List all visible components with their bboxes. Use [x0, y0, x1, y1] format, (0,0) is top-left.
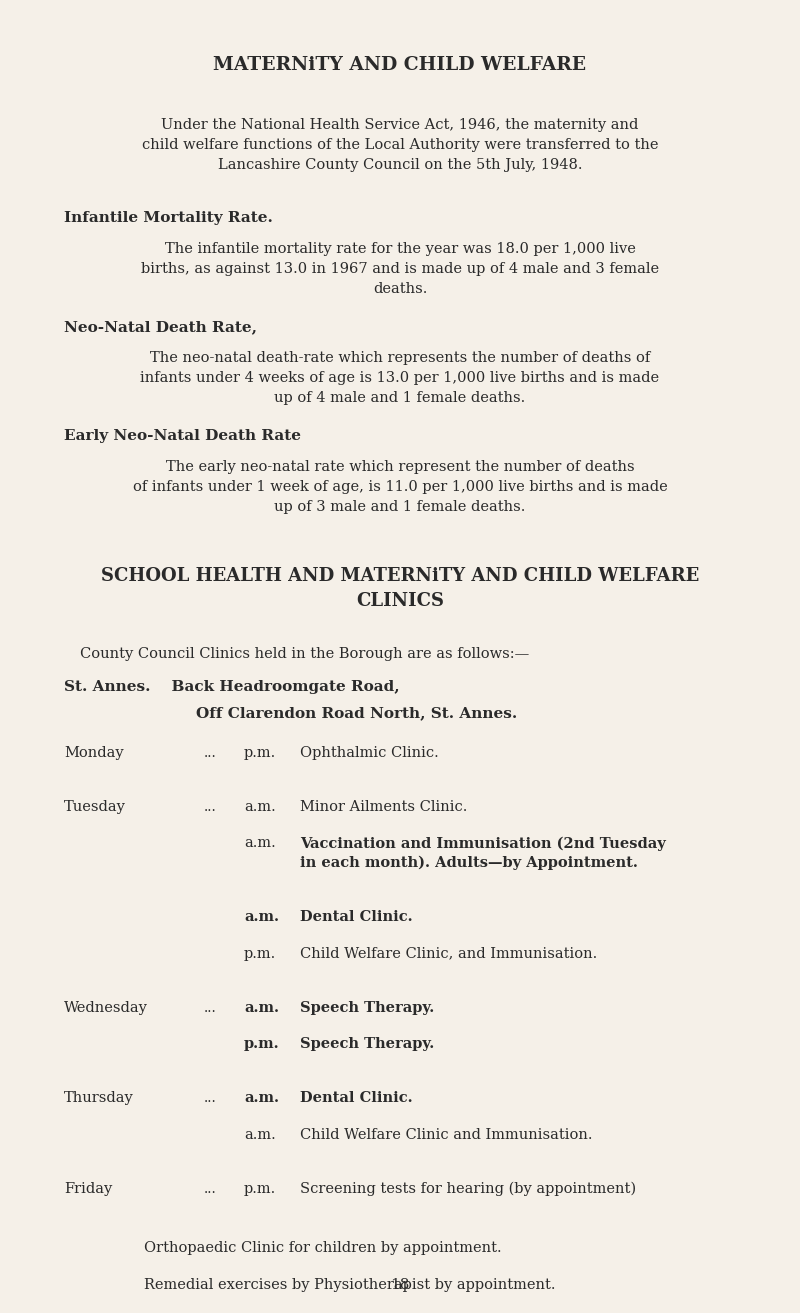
Text: a.m.: a.m. [244, 910, 279, 924]
Text: MATERNiTY AND CHILD WELFARE: MATERNiTY AND CHILD WELFARE [214, 56, 586, 75]
Text: a.m.: a.m. [244, 1001, 279, 1015]
Text: Neo-Natal Death Rate,: Neo-Natal Death Rate, [64, 320, 257, 335]
Text: ...: ... [204, 1091, 217, 1106]
Text: Infantile Mortality Rate.: Infantile Mortality Rate. [64, 211, 273, 226]
Text: St. Annes.    Back Headroomgate Road,: St. Annes. Back Headroomgate Road, [64, 680, 400, 695]
Text: ...: ... [204, 1182, 217, 1196]
Text: a.m.: a.m. [244, 1128, 276, 1142]
Text: a.m.: a.m. [244, 836, 276, 851]
Text: Orthopaedic Clinic for children by appointment.: Orthopaedic Clinic for children by appoi… [144, 1241, 502, 1255]
Text: Child Welfare Clinic and Immunisation.: Child Welfare Clinic and Immunisation. [300, 1128, 593, 1142]
Text: Child Welfare Clinic, and Immunisation.: Child Welfare Clinic, and Immunisation. [300, 947, 598, 961]
Text: Thursday: Thursday [64, 1091, 134, 1106]
Text: Monday: Monday [64, 746, 124, 760]
Text: Under the National Health Service Act, 1946, the maternity and
child welfare fun: Under the National Health Service Act, 1… [142, 118, 658, 172]
Text: Vaccination and Immunisation (2nd Tuesday
in each month). Adults—by Appointment.: Vaccination and Immunisation (2nd Tuesda… [300, 836, 666, 869]
Text: Remedial exercises by Physiotherapist by appointment.: Remedial exercises by Physiotherapist by… [144, 1278, 555, 1292]
Text: 18: 18 [390, 1278, 410, 1292]
Text: Off Clarendon Road North, St. Annes.: Off Clarendon Road North, St. Annes. [196, 706, 518, 721]
Text: Speech Therapy.: Speech Therapy. [300, 1001, 434, 1015]
Text: p.m.: p.m. [244, 1182, 276, 1196]
Text: ...: ... [204, 746, 217, 760]
Text: Screening tests for hearing (by appointment): Screening tests for hearing (by appointm… [300, 1182, 636, 1196]
Text: Minor Ailments Clinic.: Minor Ailments Clinic. [300, 800, 467, 814]
Text: Speech Therapy.: Speech Therapy. [300, 1037, 434, 1052]
Text: ...: ... [204, 1001, 217, 1015]
Text: County Council Clinics held in the Borough are as follows:—: County Council Clinics held in the Borou… [80, 647, 530, 662]
Text: a.m.: a.m. [244, 1091, 279, 1106]
Text: Wednesday: Wednesday [64, 1001, 148, 1015]
Text: Friday: Friday [64, 1182, 112, 1196]
Text: p.m.: p.m. [244, 1037, 280, 1052]
Text: Ophthalmic Clinic.: Ophthalmic Clinic. [300, 746, 438, 760]
Text: p.m.: p.m. [244, 746, 276, 760]
Text: a.m.: a.m. [244, 800, 276, 814]
Text: Early Neo-Natal Death Rate: Early Neo-Natal Death Rate [64, 429, 301, 444]
Text: The neo-natal death-rate which represents the number of deaths of
infants under : The neo-natal death-rate which represent… [141, 351, 659, 404]
Text: ...: ... [204, 800, 217, 814]
Text: The infantile mortality rate for the year was 18.0 per 1,000 live
births, as aga: The infantile mortality rate for the yea… [141, 242, 659, 295]
Text: The early neo-natal rate which represent the number of deaths
of infants under 1: The early neo-natal rate which represent… [133, 460, 667, 513]
Text: p.m.: p.m. [244, 947, 276, 961]
Text: Tuesday: Tuesday [64, 800, 126, 814]
Text: Dental Clinic.: Dental Clinic. [300, 910, 413, 924]
Text: SCHOOL HEALTH AND MATERNiTY AND CHILD WELFARE
CLINICS: SCHOOL HEALTH AND MATERNiTY AND CHILD WE… [101, 567, 699, 611]
Text: Dental Clinic.: Dental Clinic. [300, 1091, 413, 1106]
